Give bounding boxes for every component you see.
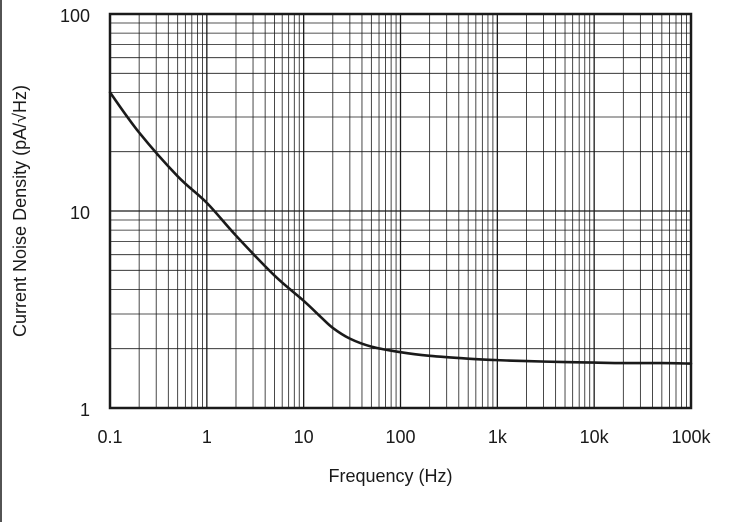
x-axis-label: Frequency (Hz) <box>328 466 452 486</box>
x-tick-label: 100k <box>671 427 711 447</box>
y-tick-label: 10 <box>70 203 90 223</box>
x-tick-label: 0.1 <box>97 427 122 447</box>
x-tick-label: 10k <box>580 427 610 447</box>
x-tick-label: 1 <box>202 427 212 447</box>
x-tick-label: 10 <box>294 427 314 447</box>
y-tick-labels: 1 10 100 <box>60 6 90 420</box>
y-tick-label: 1 <box>80 400 90 420</box>
grid <box>109 14 691 409</box>
plot-frame <box>108 12 693 410</box>
noise-curve <box>108 91 693 365</box>
y-tick-label: 100 <box>60 6 90 26</box>
y-axis-label: Current Noise Density (pA/√Hz) <box>10 85 30 337</box>
x-tick-label: 1k <box>488 427 508 447</box>
x-tick-labels: 0.1 1 10 100 1k 10k 100k <box>97 427 711 447</box>
x-tick-label: 100 <box>385 427 415 447</box>
